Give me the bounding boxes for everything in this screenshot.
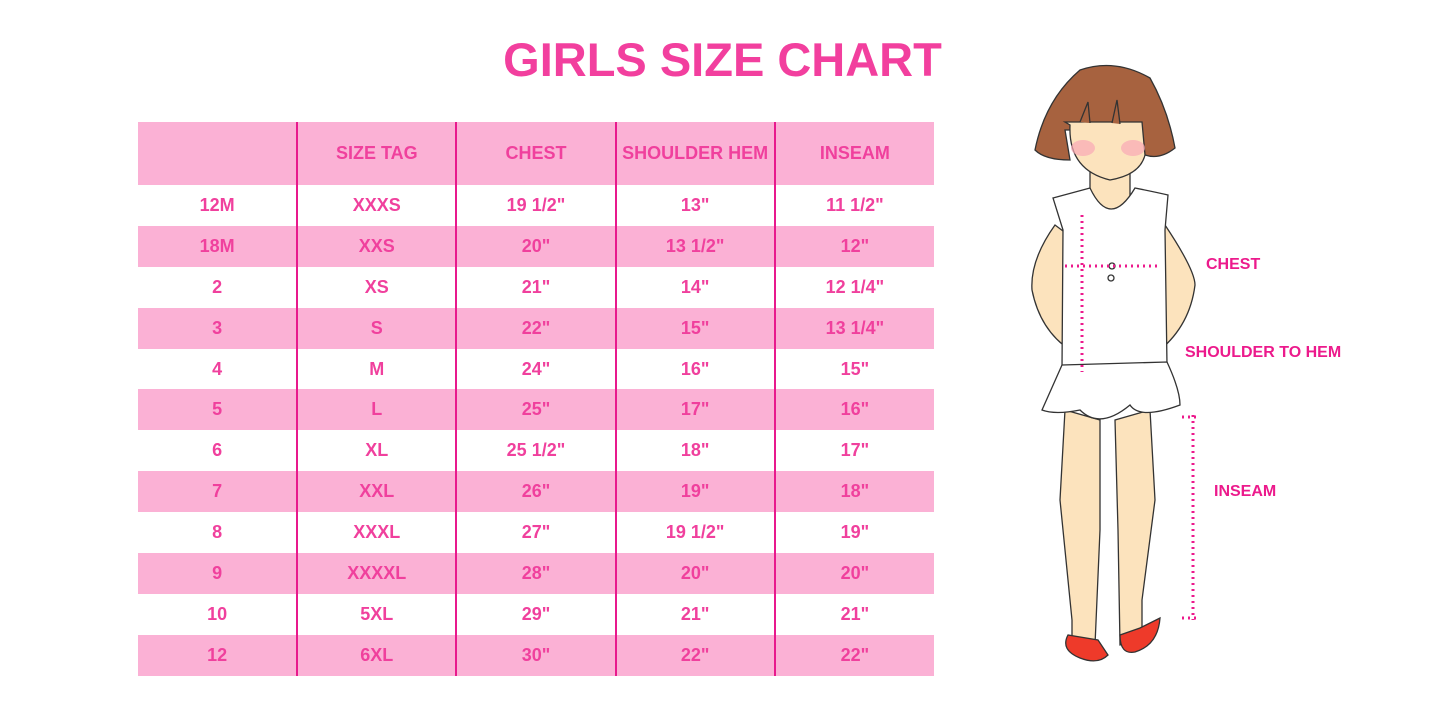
table-cell: 21" [455,266,616,308]
table-cell: 25 1/2" [455,430,616,472]
table-row: 12M XXXS 19 1/2" 13" 11 1/2" [138,185,934,226]
table-cell: 16" [614,348,775,390]
shoulder-to-hem-label: SHOULDER TO HEM [1185,344,1342,361]
table-cell: 26" [455,471,616,513]
table-cell: 12" [773,225,934,267]
table-cell: 14" [614,266,775,308]
table-cell: 2 [212,276,223,297]
table-cell: 10 [207,603,228,624]
table-cell: 24" [455,348,616,390]
table-row: 10 5XL 29" 21" 21" [138,593,934,635]
table-row: 4 M 24" 16" 15" [138,348,934,390]
column-header: SIZE TAG [296,122,457,185]
table-cell: L [296,389,457,431]
table-cell: 5XL [296,593,457,635]
table-cell: 18" [614,430,775,472]
column-header: CHEST [455,122,616,185]
table-cell: M [296,348,457,390]
table-cell: 30" [455,634,616,676]
column-header: SHOULDER HEM [614,122,775,185]
table-cell: 20" [773,553,934,594]
table-cell: 12M [199,194,235,215]
table-row: 9 XXXXL 28" 20" 20" [138,553,934,594]
table-cell: 6XL [296,634,457,676]
table-cell: 18" [773,471,934,513]
table-cell: S [296,307,457,349]
girl-illustration [1031,64,1200,662]
table-cell: XXL [296,471,457,513]
table-row: 5 L 25" 17" 16" [138,389,934,431]
table-cell: 19 1/2" [614,512,775,554]
table-cell: 21" [614,593,775,635]
table-cell: 15" [614,307,775,349]
table-cell: 20" [614,553,775,594]
table-cell: 27" [455,512,616,554]
table-cell: 15" [773,348,934,390]
table-cell: 7 [138,471,298,513]
table-row: 3 S 22" 15" 13 1/4" [138,307,934,349]
page-title: GIRLS SIZE CHART [503,33,942,86]
table-cell: XXXXL [296,553,457,594]
table-cell: XXXL [296,512,457,554]
table-cell: 9 [138,553,298,594]
table-cell: 18M [138,225,298,267]
table-row: 12 6XL 30" 22" 22" [138,634,934,676]
table-cell: 20" [455,225,616,267]
table-cell: 13" [614,185,775,226]
table-cell: 12 1/4" [773,266,934,308]
table-cell: 4 [212,358,223,379]
inseam-label: INSEAM [1214,483,1277,500]
table-header-row: SIZE TAG CHEST SHOULDER HEM INSEAM [138,122,934,185]
table-cell: 21" [773,593,934,635]
table-cell: XL [296,430,457,472]
table-cell: 12 [138,634,298,676]
table-row: 6 XL 25 1/2" 18" 17" [138,430,934,472]
table-cell: 11 1/2" [773,185,934,226]
table-cell: 17" [773,430,934,472]
size-chart-table: SIZE TAG CHEST SHOULDER HEM INSEAM 12M XXXS 1… [138,122,934,676]
column-header [138,122,298,185]
table-cell: XXS [296,225,457,267]
column-header: INSEAM [773,122,934,185]
table-cell: 6 [212,440,223,461]
table-cell: 28" [455,553,616,594]
table-cell: 22" [614,634,775,676]
table-cell: 22" [773,634,934,676]
table-row: 18M XXS 20" 13 1/2" 12" [138,225,934,267]
table-row: 8 XXXL 27" 19 1/2" 19" [138,512,934,554]
table-cell: 13 1/4" [773,307,934,349]
table-cell: 17" [614,389,775,431]
chest-label: CHEST [1206,256,1261,273]
table-cell: 19" [614,471,775,513]
table-row: 7 XXL 26" 19" 18" [138,471,934,513]
table-cell: 19 1/2" [455,185,616,226]
table-cell: 16" [773,389,934,431]
table-cell: 13 1/2" [614,225,775,267]
table-cell: 5 [138,389,298,431]
table-cell: XXXS [296,185,457,226]
table-cell: 25" [455,389,616,431]
table-cell: 29" [455,593,616,635]
table-cell: 3 [138,307,298,349]
table-cell: 8 [212,522,223,543]
table-cell: XS [296,266,457,308]
table-cell: 22" [455,307,616,349]
table-cell: 19" [773,512,934,554]
table-row: 2 XS 21" 14" 12 1/4" [138,266,934,308]
